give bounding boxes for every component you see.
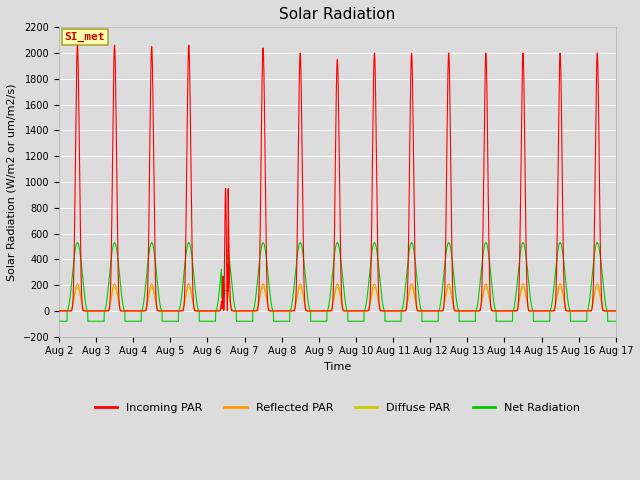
Y-axis label: Solar Radiation (W/m2 or um/m2/s): Solar Radiation (W/m2 or um/m2/s) xyxy=(7,83,17,281)
Text: SI_met: SI_met xyxy=(65,32,105,42)
X-axis label: Time: Time xyxy=(324,362,351,372)
Legend: Incoming PAR, Reflected PAR, Diffuse PAR, Net Radiation: Incoming PAR, Reflected PAR, Diffuse PAR… xyxy=(90,399,584,418)
Title: Solar Radiation: Solar Radiation xyxy=(279,7,396,22)
